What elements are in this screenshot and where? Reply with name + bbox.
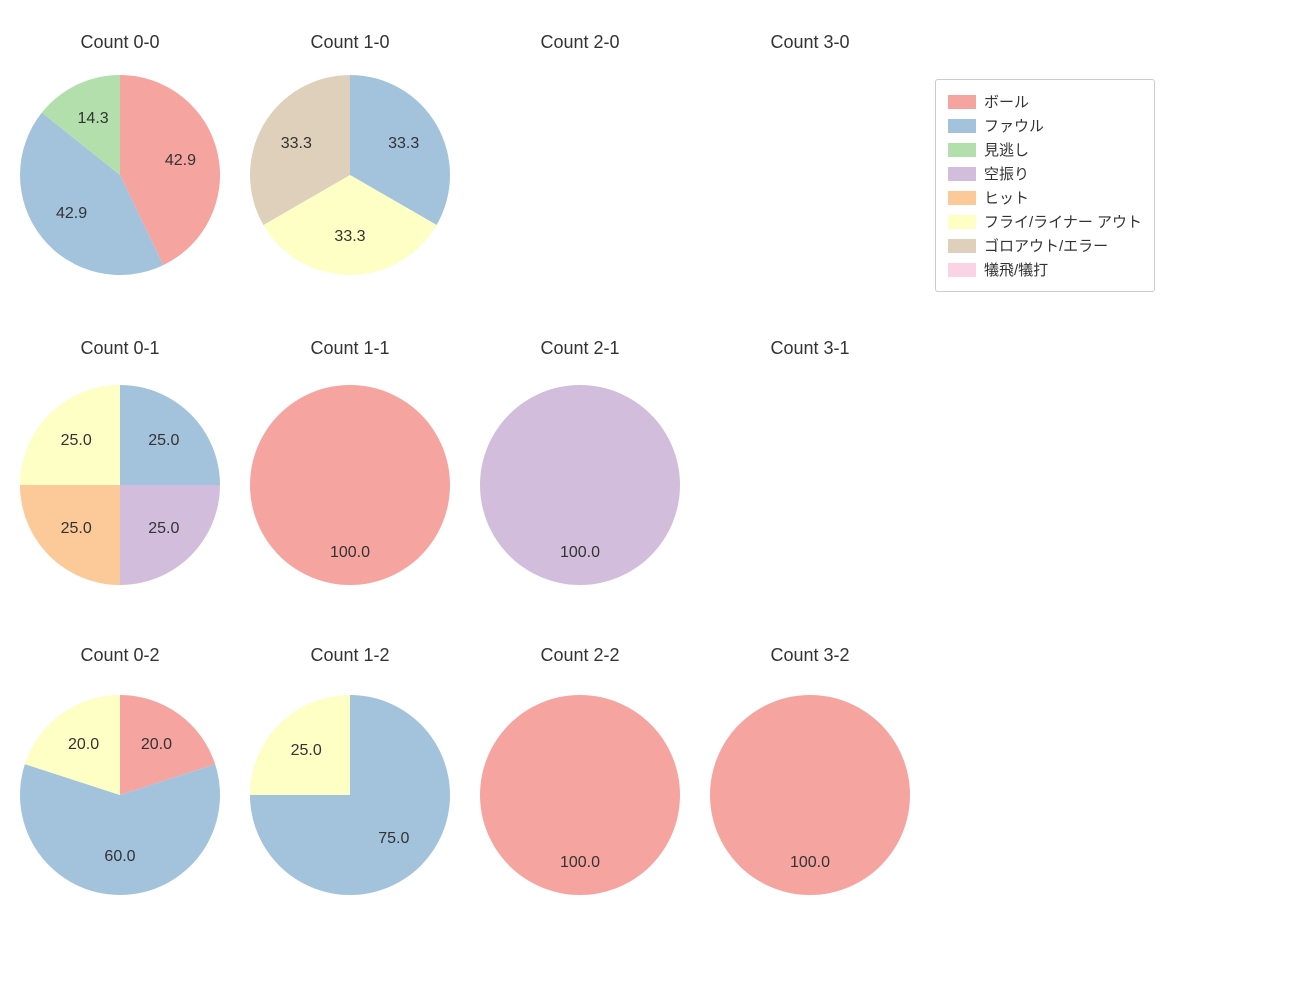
legend-swatch-called: [948, 143, 976, 157]
pie-label-c00-ball: 42.9: [165, 152, 196, 170]
legend-label-sac: 犠飛/犠打: [984, 259, 1048, 280]
pie-label-c10-foul: 33.3: [388, 135, 419, 153]
pie-label-c02-ball: 20.0: [141, 736, 172, 754]
legend-item-sac: 犠飛/犠打: [948, 259, 1142, 280]
chart-title-c32: Count 3-2: [770, 645, 849, 666]
chart-title-c12: Count 1-2: [310, 645, 389, 666]
pie-label-c02-flyliner: 20.0: [68, 736, 99, 754]
chart-title-c31: Count 3-1: [770, 338, 849, 359]
legend-label-foul: ファウル: [984, 115, 1044, 136]
legend-label-hit: ヒット: [984, 187, 1029, 208]
pie-c00: [20, 75, 220, 275]
pie-label-c02-foul: 60.0: [104, 848, 135, 866]
legend-swatch-hit: [948, 191, 976, 205]
chart-title-c10: Count 1-0: [310, 32, 389, 53]
chart-title-c20: Count 2-0: [540, 32, 619, 53]
legend-swatch-flyliner: [948, 215, 976, 229]
pie-label-c00-foul: 42.9: [56, 205, 87, 223]
legend-label-ball: ボール: [984, 91, 1029, 112]
pie-label-c01-hit: 25.0: [61, 520, 92, 538]
legend-swatch-swing: [948, 167, 976, 181]
pie-c12: [250, 695, 450, 895]
legend-swatch-sac: [948, 263, 976, 277]
pie-label-c10-flyliner: 33.3: [334, 228, 365, 246]
chart-title-c02: Count 0-2: [80, 645, 159, 666]
legend-label-swing: 空振り: [984, 163, 1029, 184]
legend-item-flyliner: フライ/ライナー アウト: [948, 211, 1142, 232]
legend-swatch-ball: [948, 95, 976, 109]
legend: ボールファウル見逃し空振りヒットフライ/ライナー アウトゴロアウト/エラー犠飛/…: [935, 79, 1155, 292]
pie-label-c12-foul: 75.0: [378, 830, 409, 848]
legend-item-ball: ボール: [948, 91, 1142, 112]
legend-label-ground: ゴロアウト/エラー: [984, 235, 1108, 256]
chart-title-c11: Count 1-1: [310, 338, 389, 359]
pie-label-c32-ball: 100.0: [790, 854, 830, 872]
pie-label-c10-ground: 33.3: [281, 135, 312, 153]
pie-label-c12-flyliner: 25.0: [291, 742, 322, 760]
pie-label-c11-ball: 100.0: [330, 544, 370, 562]
pie-c01: [20, 385, 220, 585]
pie-label-c22-ball: 100.0: [560, 854, 600, 872]
chart-grid: Count 0-0 42.9 42.9 14.3 Count 1-0 33.3 33.3 33…: [0, 0, 1300, 1000]
pie-label-c01-foul: 25.0: [148, 432, 179, 450]
legend-item-called: 見逃し: [948, 139, 1142, 160]
legend-item-foul: ファウル: [948, 115, 1142, 136]
legend-item-swing: 空振り: [948, 163, 1142, 184]
legend-label-flyliner: フライ/ライナー アウト: [984, 211, 1142, 232]
chart-title-c00: Count 0-0: [80, 32, 159, 53]
legend-item-hit: ヒット: [948, 187, 1142, 208]
legend-swatch-foul: [948, 119, 976, 133]
pie-label-c21-swing: 100.0: [560, 544, 600, 562]
legend-swatch-ground: [948, 239, 976, 253]
chart-title-c21: Count 2-1: [540, 338, 619, 359]
legend-label-called: 見逃し: [984, 139, 1029, 160]
chart-title-c30: Count 3-0: [770, 32, 849, 53]
pie-label-c00-called: 14.3: [78, 110, 109, 128]
chart-title-c01: Count 0-1: [80, 338, 159, 359]
legend-item-ground: ゴロアウト/エラー: [948, 235, 1142, 256]
chart-title-c22: Count 2-2: [540, 645, 619, 666]
pie-label-c01-swing: 25.0: [148, 520, 179, 538]
pie-label-c01-flyliner: 25.0: [61, 432, 92, 450]
